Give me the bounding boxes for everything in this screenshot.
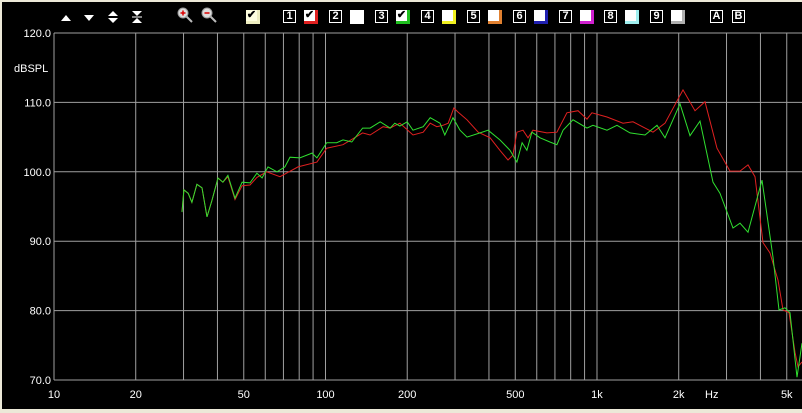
channel-3-label: 3 [375, 10, 388, 23]
y-tick-label: 90.0 [30, 236, 51, 248]
expand-icon[interactable] [107, 9, 119, 25]
series-line-2 [181, 102, 802, 378]
channel-7-checkbox[interactable] [580, 10, 594, 24]
x-tick-label: 5k [781, 389, 793, 401]
y-tick-label: 120.0 [23, 28, 51, 40]
x-tick-label: 10 [48, 389, 60, 401]
y-tick-label: 100.0 [23, 167, 51, 179]
channel-6-label: 6 [513, 10, 526, 23]
x-tick-label: 500 [506, 389, 524, 401]
x-tick-label: 50 [238, 389, 250, 401]
channel-9-label: 9 [650, 10, 663, 23]
channel-5-label: 5 [467, 10, 480, 23]
x-tick-label: 1k [591, 389, 603, 401]
channel-9-checkbox[interactable] [671, 10, 685, 24]
y-axis-label: dBSPL [14, 63, 48, 75]
x-tick-label: 100 [316, 389, 334, 401]
channel-6-checkbox[interactable] [534, 10, 548, 24]
channel-1-checkbox[interactable]: ✔ [304, 10, 318, 24]
grid [53, 32, 802, 381]
x-tick-label: 2k [673, 389, 685, 401]
zoom-out-icon[interactable] [200, 7, 218, 23]
channel-2-checkbox[interactable] [350, 10, 364, 24]
channel-1-label: 1 [283, 10, 296, 23]
y-tick-label: 110.0 [24, 97, 51, 109]
channel-8-label: 8 [604, 10, 617, 23]
zoom-in-icon[interactable] [176, 7, 194, 23]
series-lines [181, 88, 802, 378]
master-checkbox[interactable]: ✔ [246, 10, 260, 24]
y-tick-label: 70.0 [30, 375, 51, 387]
axis-labels: 70.0 80.0 90.0 100.0 110.0 120.0 10 20 50 100 200 5… [23, 28, 793, 401]
button-b[interactable]: B [732, 10, 745, 23]
series-line-1 [181, 88, 802, 368]
x-axis-unit: Hz [705, 389, 718, 401]
channel-5-checkbox[interactable] [488, 10, 502, 24]
move-up-icon[interactable] [60, 9, 72, 25]
channel-8-checkbox[interactable] [625, 10, 639, 24]
channel-4-checkbox[interactable] [442, 10, 456, 24]
channel-4-label: 4 [421, 10, 434, 23]
channel-7-label: 7 [559, 10, 572, 23]
y-tick-label: 80.0 [30, 306, 51, 318]
button-a[interactable]: A [710, 10, 723, 23]
collapse-icon[interactable] [131, 9, 143, 25]
move-down-icon[interactable] [83, 9, 95, 25]
channel-2-label: 2 [329, 10, 342, 23]
channel-3-checkbox[interactable]: ✔ [396, 10, 410, 24]
x-tick-label: 20 [130, 389, 142, 401]
x-tick-label: 200 [398, 389, 416, 401]
